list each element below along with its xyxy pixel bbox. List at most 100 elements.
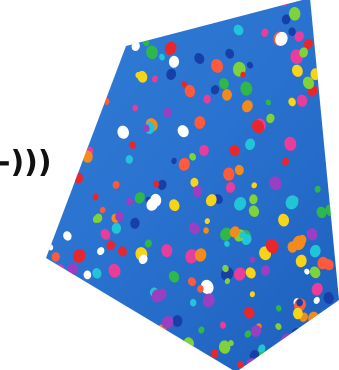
balloon <box>184 84 196 98</box>
balloon <box>76 38 85 49</box>
balloon <box>293 307 303 320</box>
balloon <box>189 298 197 307</box>
balloon <box>189 153 197 161</box>
balloon <box>246 61 254 69</box>
balloon <box>146 198 159 211</box>
balloon <box>144 239 152 248</box>
balloon <box>168 271 180 283</box>
balloon <box>229 144 240 157</box>
balloon <box>181 366 188 370</box>
balloon <box>99 206 106 214</box>
balloon <box>161 244 173 258</box>
balloon <box>137 70 148 83</box>
balloon <box>94 213 103 223</box>
balloon <box>172 315 183 327</box>
balloon <box>46 277 53 290</box>
balloon <box>261 28 269 37</box>
balloon <box>281 14 291 25</box>
balloon <box>245 138 256 151</box>
balloon <box>222 89 232 101</box>
balloon <box>185 249 198 264</box>
balloon <box>63 231 72 241</box>
balloon <box>117 125 129 139</box>
balloon <box>51 252 60 262</box>
balloon <box>331 173 339 182</box>
balloon <box>198 326 205 334</box>
balloon <box>52 276 61 286</box>
balloon <box>124 366 130 370</box>
balloon <box>258 344 266 353</box>
balloon <box>223 167 235 181</box>
balloon <box>309 244 321 258</box>
balloon <box>288 7 301 21</box>
balloon <box>126 197 134 206</box>
balloon <box>220 227 232 241</box>
balloon <box>163 107 172 118</box>
balloon <box>269 176 282 190</box>
balloon <box>169 199 180 212</box>
balloon <box>143 25 152 34</box>
balloon <box>203 227 209 234</box>
balloon <box>326 51 336 63</box>
balloon <box>275 323 282 330</box>
balloon <box>210 58 224 73</box>
balloon <box>132 104 139 112</box>
balloon <box>159 53 165 61</box>
balloon <box>197 285 204 293</box>
balloon <box>288 97 296 107</box>
balloon <box>278 213 290 227</box>
balloon <box>303 38 313 50</box>
balloon <box>275 305 282 312</box>
balloon <box>106 240 115 251</box>
balloon <box>178 157 190 171</box>
balloon <box>202 293 215 308</box>
balloon <box>311 282 323 296</box>
balloon <box>118 246 127 257</box>
balloon <box>316 206 327 219</box>
balloon <box>97 16 106 26</box>
balloon <box>219 78 229 90</box>
balloon <box>294 31 304 42</box>
balloon <box>168 55 180 68</box>
balloon <box>288 27 296 37</box>
balloon <box>100 228 111 240</box>
balloon <box>115 8 127 23</box>
balloon <box>292 362 305 370</box>
balloon <box>152 0 161 10</box>
balloon <box>110 321 122 335</box>
balloon <box>306 228 318 241</box>
balloon <box>260 265 271 276</box>
balloon <box>310 322 323 336</box>
balloon <box>46 198 57 213</box>
balloon <box>151 75 158 83</box>
balloon <box>121 361 129 370</box>
balloon <box>200 279 214 295</box>
balloon <box>265 238 279 254</box>
balloon <box>134 192 145 204</box>
balloon <box>142 124 150 133</box>
balloon <box>46 309 52 317</box>
balloon <box>291 64 303 77</box>
balloon <box>296 94 308 107</box>
balloon <box>46 78 51 90</box>
balloon <box>299 47 309 58</box>
balloon <box>62 16 72 28</box>
balloon <box>48 47 55 54</box>
balloon <box>251 119 265 134</box>
balloon <box>171 157 177 165</box>
balloon <box>225 182 236 193</box>
balloon <box>130 217 140 229</box>
balloon <box>225 48 235 59</box>
balloon <box>36 0 47 8</box>
balloon <box>229 226 240 238</box>
balloon <box>85 74 92 82</box>
balloon <box>321 71 334 85</box>
balloon <box>81 79 94 93</box>
balloon <box>83 270 92 280</box>
balloon <box>194 248 207 262</box>
balloon <box>285 195 299 210</box>
balloon <box>194 52 205 65</box>
balloon <box>159 351 171 365</box>
